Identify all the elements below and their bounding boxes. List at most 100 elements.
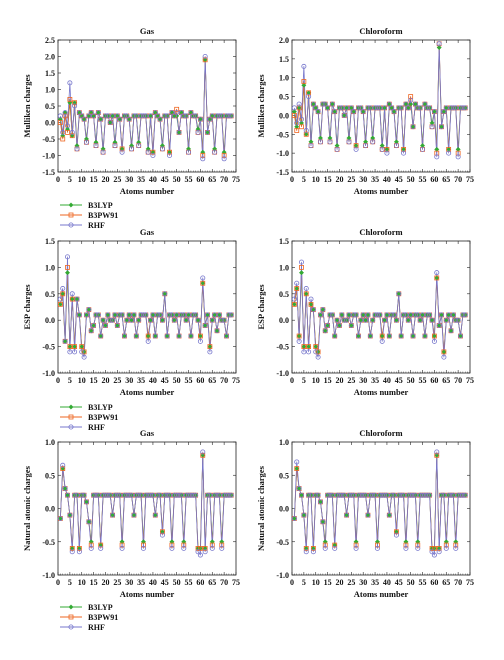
x-tick-label: 0 (56, 376, 60, 385)
data-point (197, 338, 203, 344)
x-tick-label: 15 (324, 175, 332, 184)
data-point (436, 322, 442, 328)
y-tick-label: 1.5 (279, 55, 289, 64)
data-point (162, 291, 168, 297)
x-tick-label: 55 (185, 376, 193, 385)
data-point (310, 307, 316, 313)
data-point (441, 109, 447, 115)
data-point (79, 113, 85, 119)
data-point (313, 344, 319, 350)
x-tick-label: 10 (78, 578, 86, 587)
data-point (176, 333, 182, 339)
data-point (105, 492, 111, 498)
data-point (202, 57, 208, 63)
data-point (114, 492, 120, 498)
data-point (102, 113, 108, 119)
data-point (377, 492, 383, 498)
x-tick-label: 0 (290, 578, 294, 587)
y-tick-label: 0.0 (45, 505, 55, 514)
data-point (310, 546, 316, 551)
data-point (415, 312, 421, 318)
y-tick-label: 1.0 (279, 438, 289, 447)
data-point (57, 113, 63, 119)
data-point (341, 492, 347, 498)
data-point (439, 312, 445, 318)
data-point (344, 512, 350, 518)
data-point (341, 317, 347, 323)
data-point (462, 492, 468, 498)
data-point (67, 344, 73, 350)
data-point (74, 146, 80, 152)
data-point (202, 322, 208, 328)
data-point (429, 124, 435, 130)
data-point (341, 112, 347, 118)
data-point (291, 296, 297, 302)
data-point (327, 135, 333, 141)
x-tick-label: 70 (220, 175, 228, 184)
data-point (450, 105, 456, 111)
data-point (214, 492, 220, 498)
data-point (226, 312, 232, 318)
legend-marker (68, 414, 74, 420)
data-point (396, 105, 402, 111)
y-tick-label: -0.5 (42, 343, 55, 352)
data-point (119, 545, 125, 551)
data-point (200, 275, 206, 281)
data-point (325, 322, 331, 328)
data-point (367, 105, 373, 111)
data-point (119, 312, 125, 318)
data-point (57, 301, 63, 307)
data-point (408, 97, 414, 103)
data-point (420, 312, 426, 318)
chart-title: Chloroform (359, 26, 402, 36)
x-tick-label: 60 (430, 376, 438, 385)
data-point (72, 100, 78, 106)
data-point (344, 105, 350, 111)
chart-panel: Gas 0 5 10 15 20 25 30 35 40 45 50 55 60 65 70 75 -1.0 -0.… (22, 227, 240, 397)
data-point (72, 344, 78, 350)
x-tick-label: 50 (407, 376, 415, 385)
y-tick-label: -1.0 (42, 152, 55, 161)
data-point (358, 105, 364, 111)
data-point (298, 270, 305, 276)
data-point (114, 113, 120, 119)
x-tick-label: 65 (442, 376, 450, 385)
x-tick-label: 70 (454, 376, 462, 385)
data-point (417, 492, 423, 498)
y-tick-label: 0.5 (279, 290, 289, 299)
data-point (462, 312, 468, 318)
data-point (200, 280, 206, 286)
data-point (450, 492, 456, 498)
data-point (439, 124, 445, 130)
x-tick-label: 65 (208, 175, 216, 184)
data-point (322, 328, 328, 334)
data-point (136, 317, 142, 323)
data-point (334, 146, 340, 152)
data-point (303, 549, 309, 555)
data-point (365, 105, 371, 111)
data-point (76, 549, 82, 555)
data-point (193, 492, 199, 498)
data-point (434, 449, 440, 455)
data-point (164, 113, 170, 119)
data-point (351, 492, 357, 498)
data-point (145, 149, 151, 155)
data-point (303, 291, 309, 297)
x-tick-label: 75 (466, 376, 474, 385)
data-point (422, 101, 428, 107)
x-tick-label: 25 (113, 376, 121, 385)
data-point (228, 312, 234, 318)
data-point (197, 333, 203, 339)
data-point (313, 344, 319, 350)
data-point (455, 154, 461, 160)
data-point (339, 492, 345, 498)
data-point (294, 466, 300, 472)
data-point (306, 492, 312, 498)
data-point (391, 312, 397, 318)
data-point (110, 317, 116, 323)
data-point (67, 80, 73, 86)
data-point (131, 312, 137, 318)
data-point (143, 113, 149, 119)
data-point (334, 143, 340, 149)
